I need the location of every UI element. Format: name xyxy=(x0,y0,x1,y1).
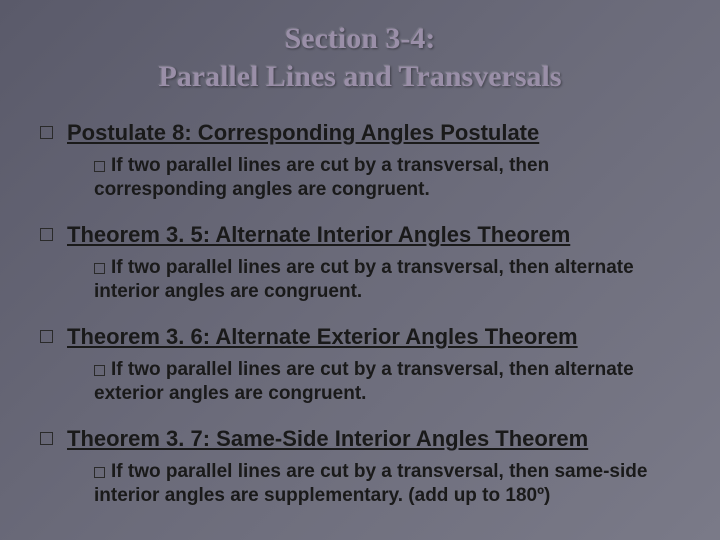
slide-title: Section 3-4: Parallel Lines and Transver… xyxy=(40,20,680,95)
bullet-item: Theorem 3. 6: Alternate Exterior Angles … xyxy=(40,323,680,352)
item-heading: Theorem 3. 5: Alternate Interior Angles … xyxy=(67,221,570,250)
bullet-item: Theorem 3. 5: Alternate Interior Angles … xyxy=(40,221,680,250)
checkbox-icon xyxy=(94,365,105,376)
checkbox-icon xyxy=(40,330,53,343)
sub-text: If two parallel lines are cut by a trans… xyxy=(94,359,634,405)
item-heading: Theorem 3. 7: Same-Side Interior Angles … xyxy=(67,425,588,454)
item-heading: Postulate 8: Corresponding Angles Postul… xyxy=(67,119,539,148)
checkbox-icon xyxy=(40,126,53,139)
sub-text: If two parallel lines are cut by a trans… xyxy=(94,155,549,201)
sub-text: If two parallel lines are cut by a trans… xyxy=(94,461,647,507)
checkbox-icon xyxy=(94,161,105,172)
sub-bullet: If two parallel lines are cut by a trans… xyxy=(94,358,650,407)
sub-bullet: If two parallel lines are cut by a trans… xyxy=(94,154,650,203)
checkbox-icon xyxy=(94,263,105,274)
sub-bullet: If two parallel lines are cut by a trans… xyxy=(94,460,650,509)
sub-text: If two parallel lines are cut by a trans… xyxy=(94,257,634,303)
bullet-item: Theorem 3. 7: Same-Side Interior Angles … xyxy=(40,425,680,454)
slide: Section 3-4: Parallel Lines and Transver… xyxy=(0,0,720,540)
checkbox-icon xyxy=(40,432,53,445)
item-heading: Theorem 3. 6: Alternate Exterior Angles … xyxy=(67,323,578,352)
title-line-1: Section 3-4: xyxy=(285,22,436,55)
sub-bullet: If two parallel lines are cut by a trans… xyxy=(94,256,650,305)
checkbox-icon xyxy=(94,467,105,478)
bullet-item: Postulate 8: Corresponding Angles Postul… xyxy=(40,119,680,148)
title-line-2: Parallel Lines and Transversals xyxy=(158,60,561,93)
checkbox-icon xyxy=(40,228,53,241)
